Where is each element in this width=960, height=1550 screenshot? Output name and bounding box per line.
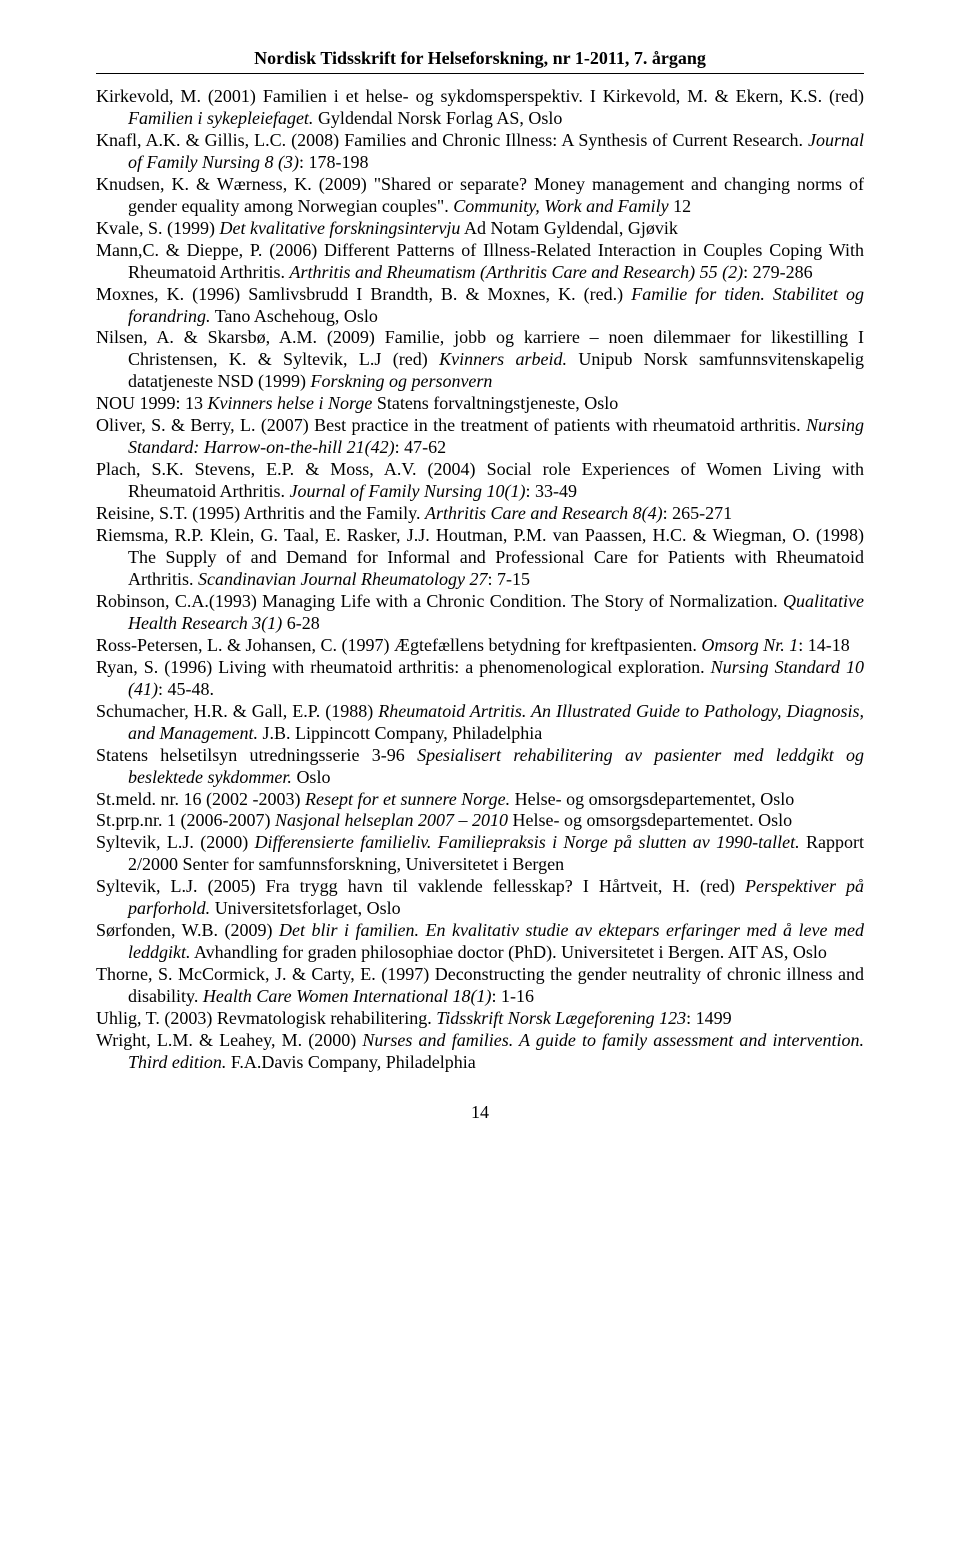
reference-italic-run: Det kvalitative forskningsintervju	[219, 218, 460, 238]
reference-text-run: Moxnes, K. (1996) Samlivsbrudd I Brandth…	[96, 284, 631, 304]
reference-entry: Wright, L.M. & Leahey, M. (2000) Nurses …	[96, 1030, 864, 1074]
reference-entry: Oliver, S. & Berry, L. (2007) Best pract…	[96, 415, 864, 459]
reference-entry: NOU 1999: 13 Kvinners helse i Norge Stat…	[96, 393, 864, 415]
reference-italic-run: Scandinavian Journal Rheumatology 27	[198, 569, 487, 589]
reference-text-run: : 1-16	[491, 986, 534, 1006]
reference-text-run: : 1499	[686, 1008, 732, 1028]
reference-italic-run: Arthritis and Rheumatism (Arthritis Care…	[290, 262, 744, 282]
reference-entry: Thorne, S. McCormick, J. & Carty, E. (19…	[96, 964, 864, 1008]
reference-text-run: Helse- og omsorgsdepartementet, Oslo	[510, 789, 794, 809]
reference-entry: Ryan, S. (1996) Living with rheumatoid a…	[96, 657, 864, 701]
reference-entry: St.prp.nr. 1 (2006-2007) Nasjonal helsep…	[96, 810, 864, 832]
reference-entry: Uhlig, T. (2003) Revmatologisk rehabilit…	[96, 1008, 864, 1030]
reference-entry: Knudsen, K. & Wærness, K. (2009) "Shared…	[96, 174, 864, 218]
header-rule	[96, 73, 864, 74]
reference-text-run: : 279-286	[743, 262, 813, 282]
reference-text-run: Tano Aschehoug, Oslo	[211, 306, 378, 326]
reference-text-run: Robinson, C.A.(1993) Managing Life with …	[96, 591, 783, 611]
reference-text-run: Ross-Petersen, L. & Johansen, C. (1997) …	[96, 635, 701, 655]
reference-text-run: Kvale, S. (1999)	[96, 218, 219, 238]
reference-entry: Robinson, C.A.(1993) Managing Life with …	[96, 591, 864, 635]
reference-entry: Reisine, S.T. (1995) Arthritis and the F…	[96, 503, 864, 525]
reference-entry: Sørfonden, W.B. (2009) Det blir i famili…	[96, 920, 864, 964]
reference-text-run: : 178-198	[299, 152, 369, 172]
reference-text-run: : 14-18	[798, 635, 850, 655]
reference-italic-run: Kvinners arbeid.	[439, 349, 567, 369]
reference-text-run: St.meld. nr. 16 (2002 -2003)	[96, 789, 305, 809]
reference-entry: Plach, S.K. Stevens, E.P. & Moss, A.V. (…	[96, 459, 864, 503]
reference-entry: Nilsen, A. & Skarsbø, A.M. (2009) Famili…	[96, 327, 864, 393]
reference-text-run: Avhandling for graden philosophiae docto…	[190, 942, 826, 962]
reference-text-run: 12	[669, 196, 692, 216]
reference-text-run: Statens helsetilsyn utredningsserie 3-96	[96, 745, 417, 765]
reference-italic-run: Arthritis Care and Research 8(4)	[425, 503, 663, 523]
reference-text-run: Universitetsforlaget, Oslo	[210, 898, 400, 918]
reference-entry: Statens helsetilsyn utredningsserie 3-96…	[96, 745, 864, 789]
reference-text-run: Schumacher, H.R. & Gall, E.P. (1988)	[96, 701, 378, 721]
reference-text-run: F.A.Davis Company, Philadelphia	[226, 1052, 475, 1072]
reference-text-run: Ad Notam Gyldendal, Gjøvik	[460, 218, 677, 238]
reference-entry: Kvale, S. (1999) Det kvalitative forskni…	[96, 218, 864, 240]
reference-text-run: : 45-48.	[158, 679, 214, 699]
reference-text-run: : 265-271	[663, 503, 733, 523]
reference-entry: Kirkevold, M. (2001) Familien i et helse…	[96, 86, 864, 130]
reference-entry: Mann,C. & Dieppe, P. (2006) Different Pa…	[96, 240, 864, 284]
reference-italic-run: Community, Work and Family	[453, 196, 668, 216]
reference-italic-run: Familien i sykepleiefaget.	[128, 108, 313, 128]
reference-text-run: : 33-49	[526, 481, 578, 501]
reference-entry: Syltevik, L.J. (2000) Differensierte fam…	[96, 832, 864, 876]
reference-text-run: NOU 1999: 13	[96, 393, 208, 413]
reference-entry: Ross-Petersen, L. & Johansen, C. (1997) …	[96, 635, 864, 657]
reference-text-run: Sørfonden, W.B. (2009)	[96, 920, 279, 940]
reference-text-run: Kirkevold, M. (2001) Familien i et helse…	[96, 86, 864, 106]
page: Nordisk Tidsskrift for Helseforskning, n…	[0, 0, 960, 1163]
reference-italic-run: Omsorg Nr. 1	[701, 635, 798, 655]
reference-text-run: : 7-15	[487, 569, 530, 589]
reference-entry: Knafl, A.K. & Gillis, L.C. (2008) Famili…	[96, 130, 864, 174]
reference-entry: Moxnes, K. (1996) Samlivsbrudd I Brandth…	[96, 284, 864, 328]
reference-italic-run: Nasjonal helseplan 2007 – 2010	[275, 810, 508, 830]
reference-text-run: Wright, L.M. & Leahey, M. (2000)	[96, 1030, 362, 1050]
reference-text-run: Statens forvaltningstjeneste, Oslo	[372, 393, 618, 413]
journal-header: Nordisk Tidsskrift for Helseforskning, n…	[96, 48, 864, 69]
reference-text-run: 6-28	[282, 613, 320, 633]
reference-italic-run: Kvinners helse i Norge	[208, 393, 373, 413]
reference-italic-run: Tidsskrift Norsk Lægeforening 123	[436, 1008, 686, 1028]
reference-italic-run: Resept for et sunnere Norge.	[305, 789, 510, 809]
reference-text-run: : 47-62	[395, 437, 447, 457]
reference-text-run: Ryan, S. (1996) Living with rheumatoid a…	[96, 657, 711, 677]
reference-text-run: Helse- og omsorgsdepartementet. Oslo	[508, 810, 792, 830]
reference-entry: Schumacher, H.R. & Gall, E.P. (1988) Rhe…	[96, 701, 864, 745]
reference-italic-run: Health Care Women International 18(1)	[203, 986, 492, 1006]
reference-text-run: J.B. Lippincott Company, Philadelphia	[258, 723, 542, 743]
reference-text-run: Oliver, S. & Berry, L. (2007) Best pract…	[96, 415, 806, 435]
reference-entry: St.meld. nr. 16 (2002 -2003) Resept for …	[96, 789, 864, 811]
reference-text-run: Syltevik, L.J. (2000)	[96, 832, 255, 852]
reference-text-run: St.prp.nr. 1 (2006-2007)	[96, 810, 275, 830]
reference-italic-run: Differensierte familieliv. Familiepraksi…	[255, 832, 800, 852]
reference-entry: Syltevik, L.J. (2005) Fra trygg havn til…	[96, 876, 864, 920]
reference-text-run: Syltevik, L.J. (2005) Fra trygg havn til…	[96, 876, 745, 896]
reference-italic-run: Journal of Family Nursing 10(1)	[290, 481, 526, 501]
reference-entry: Riemsma, R.P. Klein, G. Taal, E. Rasker,…	[96, 525, 864, 591]
page-number: 14	[96, 1102, 864, 1123]
references-list: Kirkevold, M. (2001) Familien i et helse…	[96, 86, 864, 1074]
reference-italic-run: Forskning og personvern	[310, 371, 492, 391]
reference-text-run: Oslo	[292, 767, 331, 787]
reference-text-run: Knafl, A.K. & Gillis, L.C. (2008) Famili…	[96, 130, 808, 150]
reference-text-run: Reisine, S.T. (1995) Arthritis and the F…	[96, 503, 425, 523]
reference-text-run: Gyldendal Norsk Forlag AS, Oslo	[313, 108, 562, 128]
reference-text-run: Uhlig, T. (2003) Revmatologisk rehabilit…	[96, 1008, 436, 1028]
